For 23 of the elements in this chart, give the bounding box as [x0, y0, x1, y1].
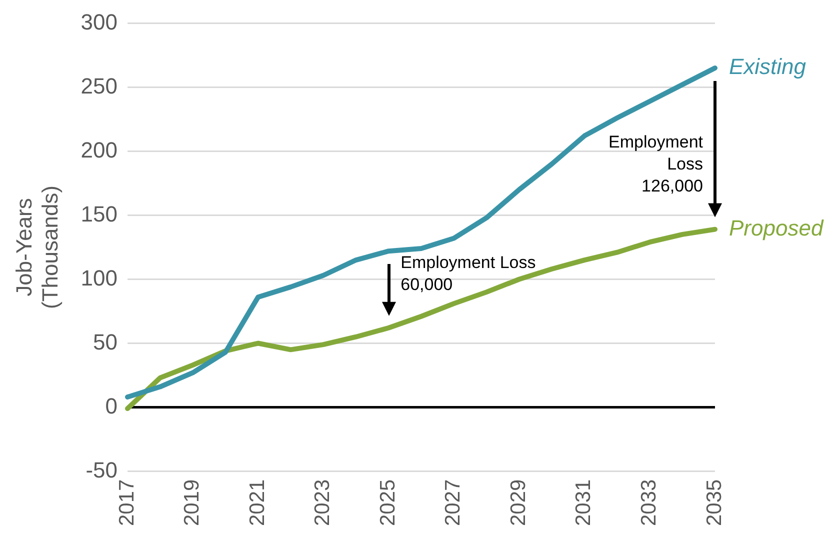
- series-label: Existing: [729, 54, 807, 80]
- x-tick-label: 2017: [115, 479, 138, 526]
- y-tick-label: 300: [80, 9, 118, 34]
- x-tick-label: 2029: [506, 479, 530, 526]
- x-tick-label: 2025: [376, 479, 400, 526]
- y-tick-label: 150: [80, 201, 118, 226]
- y-tick-label: 50: [93, 329, 118, 354]
- x-tick-label: 2035: [702, 479, 726, 526]
- x-tick-label: 2033: [638, 479, 661, 526]
- x-tick-label: 2027: [442, 479, 465, 526]
- y-tick-label: 100: [80, 265, 118, 290]
- y-tick-label: 250: [80, 73, 118, 98]
- annotation: Employment Loss 126,000: [608, 132, 704, 196]
- y-axis-title: Job-Years (Thousands): [11, 185, 63, 309]
- x-tick-label: 2021: [246, 479, 269, 526]
- y-tick-label: 0: [105, 393, 118, 418]
- y-tick-label: 200: [80, 137, 118, 162]
- annotation: Employment Loss 60,000: [400, 252, 536, 294]
- y-tick-label: -50: [86, 457, 118, 482]
- x-tick-label: 2023: [311, 479, 334, 526]
- x-tick-label: 2031: [572, 479, 596, 526]
- series-label: Proposed: [729, 215, 824, 240]
- x-tick-label: 2019: [180, 479, 204, 526]
